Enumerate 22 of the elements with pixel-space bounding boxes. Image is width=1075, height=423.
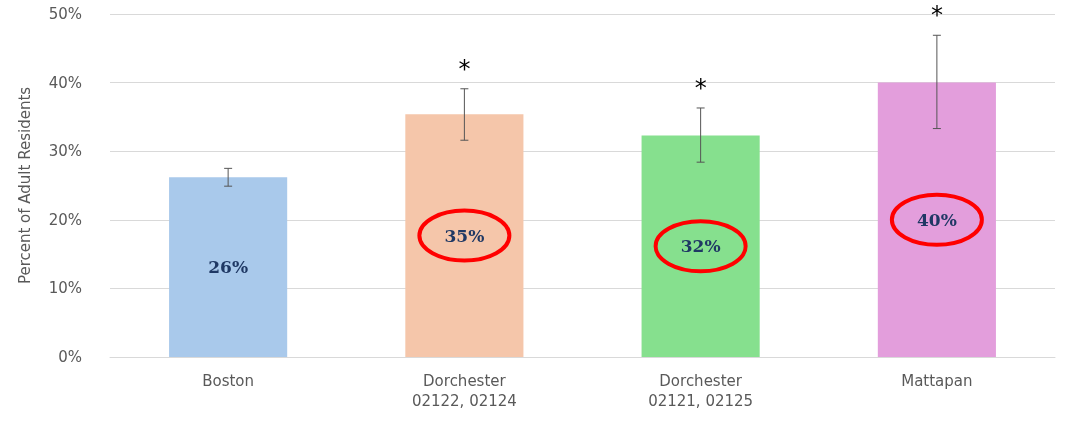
data-label: 32% xyxy=(680,236,721,257)
x-tick-label: Dorchester 02122, 02124 xyxy=(411,372,517,410)
bar xyxy=(169,177,288,357)
y-axis-title: Percent of Adult Residents xyxy=(15,86,34,285)
x-tick-label: Mattapan xyxy=(901,372,973,390)
y-tick-label: 40% xyxy=(48,73,82,92)
data-label: 35% xyxy=(444,225,485,246)
annotation: * xyxy=(930,1,943,30)
bar xyxy=(641,135,760,357)
data-label: 26% xyxy=(208,257,249,278)
bar xyxy=(405,114,524,357)
annotation: * xyxy=(694,73,707,102)
bar xyxy=(877,82,996,357)
y-tick-label: 20% xyxy=(48,210,82,229)
y-tick-label: 0% xyxy=(58,348,82,366)
y-tick-label: 50% xyxy=(48,5,82,23)
x-tick-label: Dorchester 02121, 02125 xyxy=(648,372,754,410)
annotation: * xyxy=(458,54,471,83)
y-tick-label: 10% xyxy=(48,279,82,298)
y-tick-label: 30% xyxy=(48,142,82,161)
data-label: 40% xyxy=(916,209,957,230)
x-tick-label: Boston xyxy=(202,372,255,390)
